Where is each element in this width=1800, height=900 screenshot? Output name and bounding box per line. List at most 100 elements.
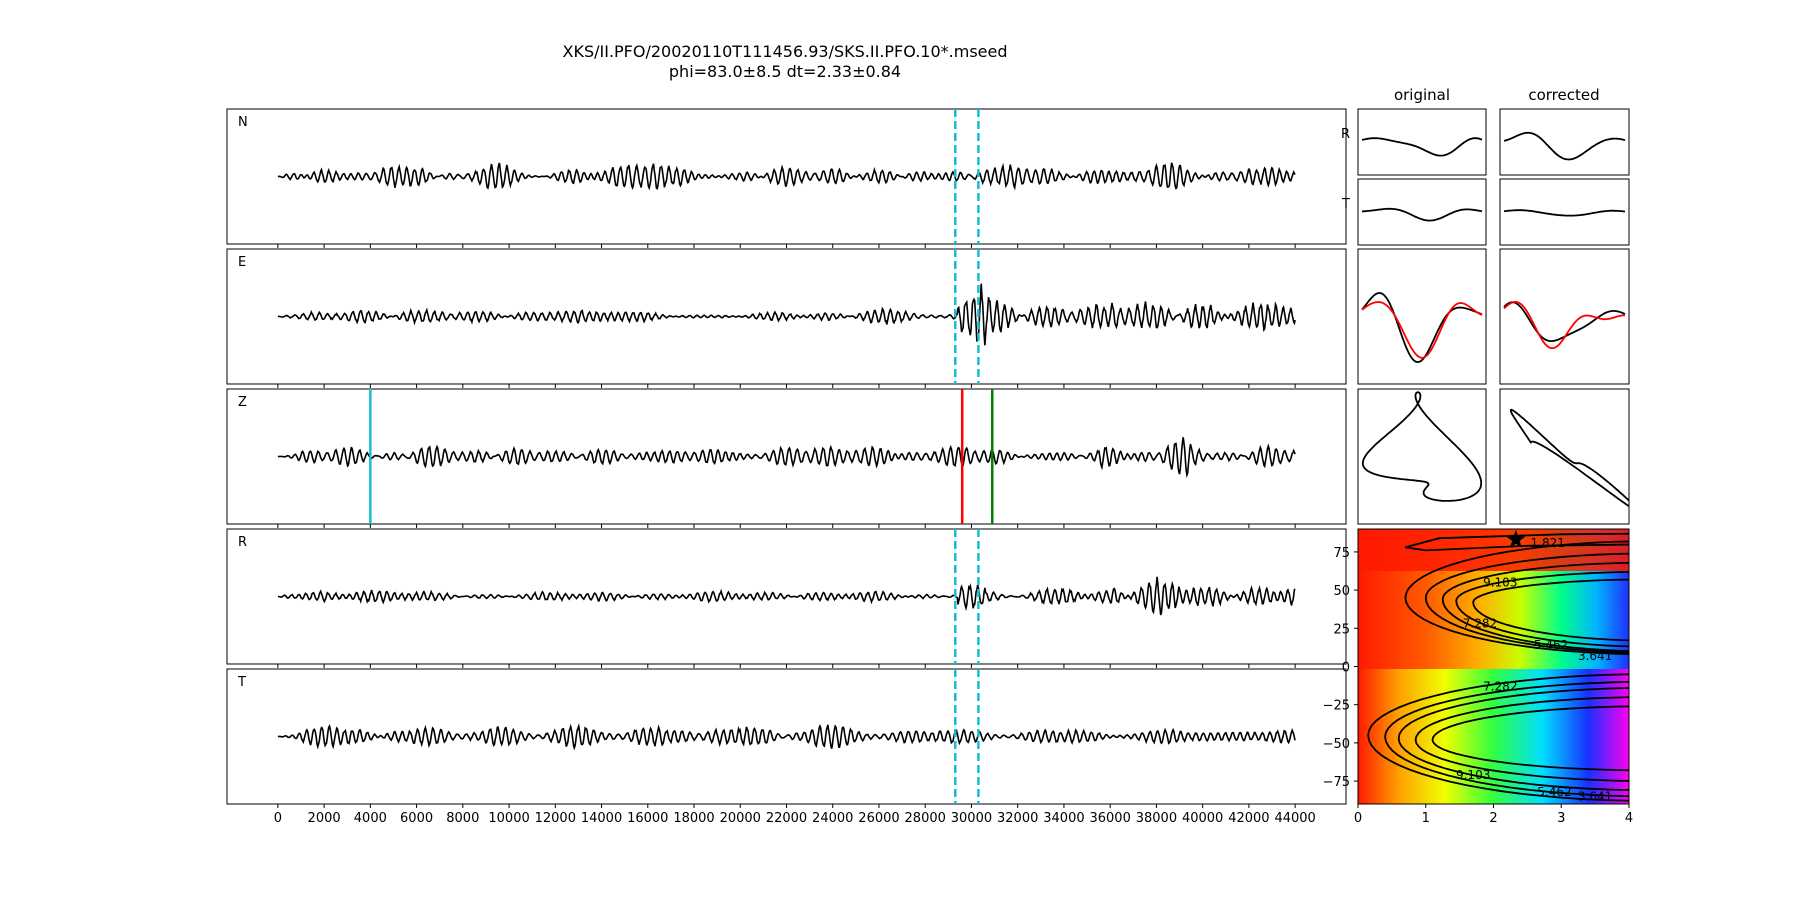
x-axis-tick-labels: 0 2000 4000 6000 8000 10000 12000 14000 16000 180…: [274, 811, 1316, 826]
panel-T-ticks: [277, 804, 1296, 808]
contour-upper-4: [1472, 578, 1629, 642]
figure-title: XKS/II.PFO/20020110T111456.93/SKS.II.PFO…: [563, 42, 1008, 61]
contour-labels: 1.821 9.103 7.282 5.462 3.641 7.282 9.103 5.462…: [1456, 536, 1612, 804]
panel-Z-label: Z: [238, 395, 247, 410]
pm-R-corrected: [1499, 108, 1630, 176]
heat-x-tick-label-2: 2: [1489, 811, 1497, 826]
trace-N-line: [277, 162, 1296, 191]
pm-E-orig-black: [1361, 292, 1483, 364]
heat-y-tick-label-0: −75: [1323, 775, 1350, 790]
contour-label-2: 7.282: [1463, 617, 1497, 631]
contour-label-3: 5.462: [1534, 638, 1568, 652]
contour-label-8: 3.641: [1578, 789, 1612, 803]
contour-lower-1: [1384, 680, 1629, 798]
trace-R: [277, 576, 1296, 616]
x-tick-label-4: 8000: [446, 811, 479, 826]
pm-T-corr-wave: [1503, 209, 1626, 217]
x-tick-label-2: 4000: [354, 811, 387, 826]
panel-R-label: R: [238, 535, 247, 550]
contour-label-7: 5.462: [1537, 785, 1571, 799]
pm-row-label-T: T: [1341, 197, 1350, 212]
trace-N: [277, 162, 1296, 191]
panel-N: N: [226, 108, 1347, 248]
x-tick-label-7: 14000: [581, 811, 622, 826]
heat-y-tick-label-5: 50: [1333, 584, 1350, 599]
contour-upper-0: [1404, 540, 1629, 655]
trace-Z: [277, 437, 1296, 479]
contour-lower-3: [1414, 696, 1629, 782]
pm-T-orig-wave: [1361, 207, 1483, 222]
pm-particle-orig-path: [1361, 391, 1483, 502]
heatmap-fill: [1358, 529, 1629, 804]
contour-label-0: 1.821: [1531, 536, 1565, 550]
panel-E: E: [226, 248, 1347, 388]
trace-T-line: [277, 723, 1296, 751]
heat-y-tick-label-2: −25: [1323, 699, 1350, 714]
heat-x-tick-label-0: 0: [1354, 811, 1362, 826]
x-tick-label-1: 2000: [308, 811, 341, 826]
contour-lower-4: [1431, 705, 1629, 772]
x-tick-label-16: 32000: [997, 811, 1038, 826]
column-title-original: original: [1394, 86, 1450, 104]
x-tick-label-11: 22000: [766, 811, 807, 826]
contour-lower-0: [1367, 673, 1629, 802]
x-tick-label-0: 0: [274, 811, 282, 826]
x-tick-label-9: 18000: [673, 811, 714, 826]
x-tick-label-12: 24000: [812, 811, 853, 826]
x-tick-label-8: 16000: [627, 811, 668, 826]
best-fit-star-marker: [1506, 529, 1526, 548]
pm-particle-corr-path: [1509, 408, 1629, 508]
pm-overlay-corrected: [1499, 248, 1630, 385]
heat-x-tick-label-3: 3: [1557, 811, 1565, 826]
panel-R: R: [226, 528, 1347, 668]
energy-grid-panel: 1.821 9.103 7.282 5.462 3.641 7.282 9.103 5.462…: [1323, 528, 1634, 826]
x-tick-label-6: 12000: [535, 811, 576, 826]
x-tick-label-5: 10000: [488, 811, 529, 826]
pm-R-original: R: [1341, 108, 1487, 176]
figure-subtitle: phi=83.0±8.5 dt=2.33±0.84: [669, 62, 901, 81]
pm-overlay-original: [1357, 248, 1487, 385]
contour-label-5: 7.282: [1483, 679, 1517, 693]
pm-T-original: T: [1341, 178, 1487, 246]
heat-x-tick-label-1: 1: [1422, 811, 1430, 826]
pm-E-corr-red: [1503, 301, 1625, 350]
pm-particle-corrected: [1499, 388, 1630, 525]
trace-T: [277, 723, 1296, 751]
column-title-corrected: corrected: [1528, 86, 1599, 104]
pm-row-label-R: R: [1341, 127, 1350, 142]
contour-top: [1405, 532, 1629, 552]
pm-T-corrected: [1499, 178, 1630, 246]
heat-x-tick-label-4: 4: [1625, 811, 1633, 826]
contour-label-1: 9.103: [1483, 575, 1517, 589]
panel-Z: Z: [226, 388, 1347, 528]
contour-lower-2: [1397, 687, 1629, 791]
panel-E-label: E: [238, 255, 246, 270]
panel-N-ticks: [277, 244, 1296, 248]
x-tick-label-14: 28000: [905, 811, 946, 826]
x-tick-label-21: 42000: [1228, 811, 1269, 826]
contour-lines: [1367, 532, 1629, 802]
x-tick-label-15: 30000: [951, 811, 992, 826]
contour-upper-2: [1441, 561, 1629, 652]
trace-E: [277, 283, 1296, 346]
heat-y-tick-label-3: 0: [1342, 661, 1350, 676]
panel-T-label: T: [237, 675, 246, 690]
panel-E-ticks: [277, 384, 1296, 388]
trace-Z-line: [277, 437, 1296, 479]
pm-E-orig-red: [1361, 301, 1483, 359]
x-tick-label-18: 36000: [1089, 811, 1130, 826]
x-tick-label-20: 40000: [1182, 811, 1223, 826]
panel-N-frame: [226, 108, 1347, 245]
panel-N-label: N: [238, 115, 248, 130]
pm-R-corr-wave: [1503, 131, 1626, 161]
pm-particle-original: [1357, 388, 1487, 525]
x-tick-label-22: 44000: [1274, 811, 1315, 826]
contour-upper-1: [1424, 552, 1629, 654]
heatmap-axes: 0 1 2 3 4 −75 −50 −25 0 25 50 75: [1323, 546, 1634, 826]
trace-E-line: [277, 283, 1296, 346]
panel-R-ticks: [277, 664, 1296, 668]
heat-y-tick-label-4: 25: [1333, 622, 1350, 637]
window-and-phase-lines: [369, 109, 994, 804]
x-tick-label-3: 6000: [400, 811, 433, 826]
